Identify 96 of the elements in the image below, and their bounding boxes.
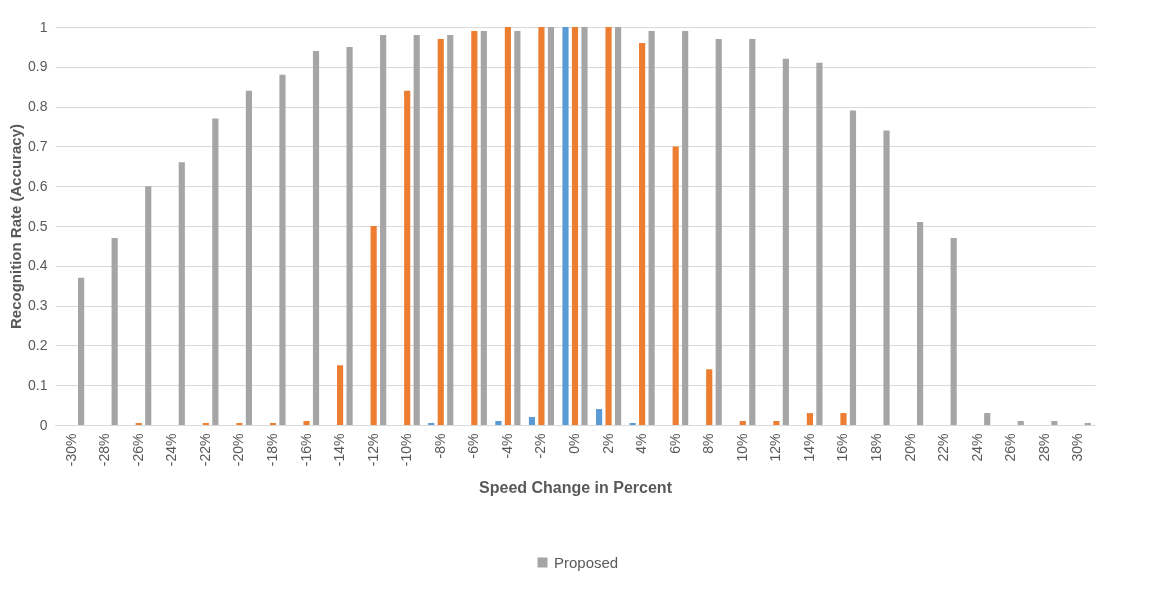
x-tick-label: -20% <box>230 433 247 467</box>
y-axis-title: Recognition Rate (Accuracy) <box>7 123 25 330</box>
bar <box>749 38 756 425</box>
bar <box>782 58 789 425</box>
x-tick-label: 26% <box>1002 433 1019 462</box>
bar <box>715 38 722 425</box>
x-tick-label: -26% <box>129 433 146 467</box>
bar <box>547 27 555 425</box>
x-tick-label: 2% <box>599 433 616 454</box>
x-tick-label: -12% <box>364 433 381 467</box>
x-tick-label: -4% <box>498 433 515 459</box>
bar <box>639 42 646 425</box>
bar <box>145 186 152 425</box>
x-tick-label: 20% <box>901 433 918 462</box>
bar <box>514 30 521 425</box>
x-tick-label: 4% <box>633 433 650 454</box>
x-tick-label: 22% <box>935 433 952 462</box>
x-tick-label: 10% <box>733 433 750 462</box>
bar <box>773 421 780 425</box>
x-tick-label: 28% <box>1035 433 1052 462</box>
bar <box>682 30 689 425</box>
bar <box>605 27 612 425</box>
y-tick-label: 0.1 <box>28 376 48 393</box>
bar <box>706 369 713 425</box>
x-tick-label: -14% <box>331 433 348 467</box>
y-tick-label: 0.9 <box>28 58 48 75</box>
x-tick-label: -22% <box>196 433 213 467</box>
bar <box>245 90 252 425</box>
bar <box>337 365 344 425</box>
bar <box>471 30 478 425</box>
bar <box>672 146 679 425</box>
x-tick-label: 30% <box>1069 433 1086 462</box>
x-tick-label: 6% <box>666 433 683 454</box>
bar <box>1051 421 1058 425</box>
bar <box>984 413 991 425</box>
bar <box>581 27 588 425</box>
legend-label: Proposed <box>554 553 619 571</box>
bar <box>437 38 444 425</box>
bar <box>404 90 411 425</box>
bar <box>495 421 502 425</box>
y-tick-label: 0 <box>39 416 48 433</box>
x-tick-label: -2% <box>532 433 549 459</box>
bar <box>883 130 890 425</box>
x-tick-label: 12% <box>767 433 784 462</box>
y-tick-label: 0.7 <box>28 137 48 154</box>
x-tick-label: 18% <box>868 433 885 462</box>
bar <box>648 30 655 425</box>
bar <box>538 27 545 425</box>
x-tick-label: -16% <box>297 433 314 467</box>
x-tick-label: -28% <box>96 433 113 467</box>
bar <box>279 74 286 425</box>
bar <box>480 30 487 425</box>
y-tick-label: 0.8 <box>28 98 48 115</box>
bar <box>312 50 320 425</box>
y-tick-label: 0.6 <box>28 177 48 194</box>
x-tick-label: 24% <box>968 433 985 462</box>
x-tick-label: 0% <box>566 433 582 454</box>
bar <box>111 237 118 425</box>
bar <box>380 34 387 425</box>
x-tick-label: -10% <box>398 433 415 467</box>
bar <box>562 27 569 425</box>
bar <box>346 46 353 425</box>
bar <box>413 34 420 425</box>
bar <box>1017 421 1024 425</box>
x-tick-label: -30% <box>62 433 79 467</box>
bar <box>303 421 310 425</box>
y-tick-label: 0.3 <box>28 297 48 314</box>
bar <box>917 222 924 425</box>
y-tick-label: 0.2 <box>28 336 48 353</box>
bar <box>212 118 219 425</box>
bar <box>178 162 185 425</box>
bar <box>950 237 957 425</box>
x-tick-label: 16% <box>834 433 851 462</box>
bar <box>504 27 511 425</box>
bar <box>370 226 377 425</box>
bar <box>849 110 857 425</box>
bar <box>595 409 603 425</box>
bar <box>78 277 85 425</box>
bar <box>816 62 823 425</box>
x-tick-label: -24% <box>163 433 180 467</box>
y-tick-label: 1 <box>39 18 48 35</box>
bar <box>571 27 579 425</box>
x-tick-label: -18% <box>263 433 280 467</box>
bar <box>739 421 746 425</box>
x-tick-label: -8% <box>431 433 448 459</box>
x-tick-label: 14% <box>800 433 817 462</box>
bar <box>840 413 847 425</box>
bar <box>806 413 813 425</box>
x-tick-label: -6% <box>465 433 482 459</box>
y-tick-label: 0.5 <box>28 217 48 234</box>
y-tick-label: 0.4 <box>28 257 48 274</box>
bar <box>447 34 454 425</box>
bar <box>614 27 622 425</box>
bar <box>528 417 536 425</box>
x-axis-title: Speed Change in Percent <box>479 479 673 497</box>
x-tick-label: 8% <box>700 433 717 454</box>
